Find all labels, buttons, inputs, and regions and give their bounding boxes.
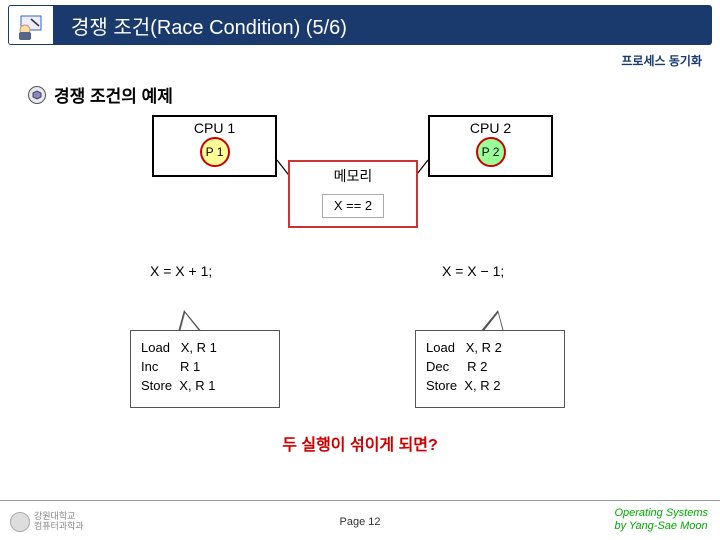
slide-title: 경쟁 조건(Race Condition) (5/6): [71, 11, 347, 40]
credit-line1: Operating Systems: [614, 507, 708, 521]
page-number: Page 12: [340, 516, 381, 528]
university-name: 강원대학교 컴퓨터과학과: [34, 512, 84, 532]
code-callout-right: Load X, R 2 Dec R 2 Store X, R 2: [415, 330, 565, 408]
footer-logo: 강원대학교 컴퓨터과학과: [10, 512, 84, 532]
memory-value: X == 2: [322, 194, 384, 218]
callout-tail-left: [178, 310, 202, 332]
cpu2-label: CPU 2: [430, 117, 551, 136]
bullet-icon: [28, 86, 46, 104]
code-left: Load X, R 1 Inc R 1 Store X, R 1: [141, 339, 269, 396]
footer: 강원대학교 컴퓨터과학과 Page 12 Operating Systems b…: [0, 500, 720, 540]
callout-tail-right: [480, 310, 504, 332]
process-p1: P 1: [200, 137, 230, 167]
credits: Operating Systems by Yang-Sae Moon: [614, 507, 708, 535]
logo-line2: 컴퓨터과학과: [34, 522, 84, 532]
diagram: CPU 1 P 1 CPU 2 P 2 메모리 X == 2 X = X + 1…: [0, 115, 720, 445]
statement-right: X = X − 1;: [442, 263, 504, 279]
memory-label: 메모리: [290, 162, 416, 186]
process-p2: P 2: [476, 137, 506, 167]
section-title: 경쟁 조건의 예제: [54, 82, 173, 107]
title-bar: 경쟁 조건(Race Condition) (5/6): [8, 5, 712, 45]
code-right: Load X, R 2 Dec R 2 Store X, R 2: [426, 339, 554, 396]
presenter-icon: [11, 6, 53, 44]
cpu1-label: CPU 1: [154, 117, 275, 136]
cpu1-box: CPU 1 P 1: [152, 115, 277, 177]
question-text: 두 실행이 섞이게 되면?: [0, 431, 720, 455]
code-callout-left: Load X, R 1 Inc R 1 Store X, R 1: [130, 330, 280, 408]
section-header: 경쟁 조건의 예제: [28, 82, 173, 107]
statement-left: X = X + 1;: [150, 263, 212, 279]
memory-box: 메모리 X == 2: [288, 160, 418, 228]
slide-subtitle: 프로세스 동기화: [621, 52, 702, 69]
credit-line2: by Yang-Sae Moon: [614, 520, 708, 534]
university-logo-icon: [10, 512, 30, 532]
cpu2-box: CPU 2 P 2: [428, 115, 553, 177]
